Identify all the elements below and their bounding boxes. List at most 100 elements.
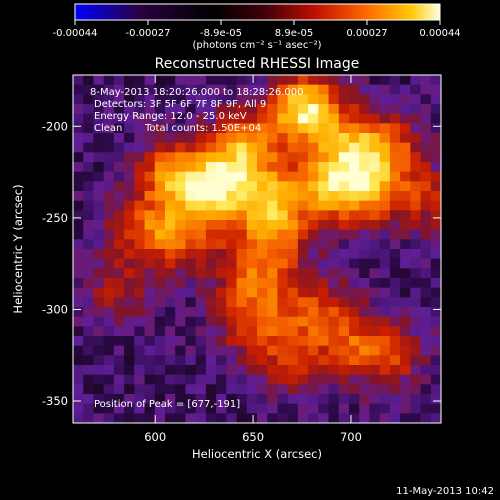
heatmap-cell	[359, 142, 370, 153]
heatmap-cell	[175, 220, 186, 231]
heatmap-cell	[267, 191, 278, 202]
heatmap-cell	[73, 336, 84, 347]
heatmap-cell	[318, 200, 330, 211]
heatmap-cell	[400, 297, 411, 308]
heatmap-cell	[103, 220, 115, 231]
heatmap-cell	[144, 365, 156, 376]
heatmap-cell	[165, 162, 176, 173]
heatmap-cell	[287, 200, 299, 211]
heatmap-cell	[379, 200, 391, 211]
heatmap-cell	[195, 191, 207, 202]
heatmap-cell	[83, 220, 94, 231]
heatmap-cell	[93, 268, 105, 279]
heatmap-cell	[267, 365, 278, 376]
heatmap-cell	[297, 113, 309, 124]
heatmap-cell	[420, 220, 432, 231]
heatmap-cell	[195, 249, 207, 260]
heatmap-cell	[400, 200, 411, 211]
heatmap-cell	[359, 345, 370, 356]
heatmap-cell	[318, 374, 330, 385]
heatmap-cell	[175, 210, 186, 221]
heatmap-cell	[154, 249, 166, 260]
heatmap-cell	[257, 287, 268, 298]
heatmap-cell	[277, 403, 289, 414]
heatmap-cell	[185, 258, 197, 269]
heatmap-cell	[297, 287, 309, 298]
heatmap-cell	[389, 162, 401, 173]
heatmap-cell	[369, 394, 381, 405]
heatmap-cell	[83, 384, 94, 395]
heatmap-cell	[297, 345, 309, 356]
heatmap-cell	[93, 355, 105, 366]
heatmap-cell	[369, 374, 381, 385]
heatmap-cell	[349, 200, 360, 211]
heatmap-cell	[103, 123, 115, 134]
heatmap-cell	[308, 365, 319, 376]
heatmap-cell	[83, 104, 94, 115]
colorbar-tick-label: 0.00027	[346, 28, 387, 39]
heatmap-cell	[134, 355, 146, 366]
heatmap-cell	[338, 94, 350, 105]
heatmap-cell	[420, 239, 432, 250]
heatmap-cell	[277, 142, 289, 153]
heatmap-cell	[165, 229, 176, 240]
heatmap-cell	[195, 384, 207, 395]
heatmap-cell	[318, 152, 330, 163]
heatmap-cell	[369, 142, 381, 153]
heatmap-cell	[349, 413, 360, 424]
heatmap-cell	[359, 316, 370, 327]
heatmap-cell	[328, 152, 340, 163]
heatmap-cell	[338, 104, 350, 115]
heatmap-cell	[134, 171, 146, 182]
heatmap-cell	[103, 133, 115, 144]
heatmap-cell	[308, 249, 319, 260]
heatmap-cell	[297, 413, 309, 424]
heatmap-cell	[379, 365, 391, 376]
heatmap-cell	[297, 152, 309, 163]
heatmap-cell	[103, 268, 115, 279]
heatmap-cell	[410, 200, 422, 211]
heatmap-cell	[328, 162, 340, 173]
heatmap-cell	[400, 191, 411, 202]
heatmap-cell	[175, 345, 186, 356]
heatmap-cell	[328, 220, 340, 231]
heatmap-cell	[257, 220, 268, 231]
heatmap-cell	[359, 181, 370, 192]
heatmap-cell	[236, 133, 248, 144]
heatmap-cell	[144, 316, 156, 327]
y-tick-label: -350	[42, 394, 68, 408]
heatmap-cell	[297, 249, 309, 260]
heatmap-cell	[328, 307, 340, 318]
heatmap-cell	[287, 84, 299, 95]
heatmap-cell	[226, 365, 238, 376]
heatmap-cell	[113, 316, 125, 327]
heatmap-cell	[420, 162, 432, 173]
heatmap-cell	[236, 123, 248, 134]
heatmap-cell	[124, 191, 135, 202]
heatmap-cell	[257, 374, 268, 385]
heatmap-cell	[400, 123, 411, 134]
heatmap-cell	[369, 123, 381, 134]
heatmap-cell	[205, 142, 217, 153]
heatmap-cell	[216, 75, 227, 86]
heatmap-cell	[195, 287, 207, 298]
heatmap-cell	[134, 384, 146, 395]
x-axis-label: Heliocentric X (arcsec)	[192, 447, 322, 461]
heatmap-cell	[338, 336, 350, 347]
heatmap-cell	[236, 152, 248, 163]
heatmap-cell	[154, 104, 166, 115]
heatmap-cell	[410, 104, 422, 115]
heatmap-cell	[338, 113, 350, 124]
heatmap-cell	[400, 133, 411, 144]
heatmap-cell	[400, 152, 411, 163]
heatmap-cell	[430, 220, 442, 231]
heatmap-cell	[134, 191, 146, 202]
heatmap-cell	[154, 307, 166, 318]
heatmap-cell	[124, 384, 135, 395]
heatmap-cell	[297, 162, 309, 173]
heatmap-cell	[134, 297, 146, 308]
heatmap-cell	[379, 326, 391, 337]
heatmap-cell	[205, 229, 217, 240]
heatmap-cell	[277, 345, 289, 356]
heatmap-cell	[349, 326, 360, 337]
